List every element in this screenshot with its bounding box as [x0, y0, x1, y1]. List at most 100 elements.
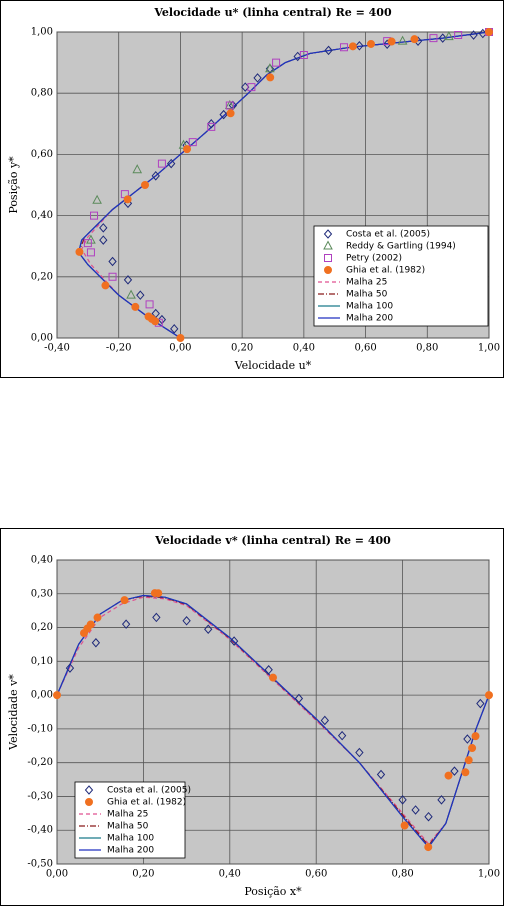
- y-tick-label: -0,50: [27, 859, 53, 870]
- legend-label: Costa et al. (2005): [346, 230, 430, 240]
- chart-title: Velocidade u* (linha central) Re = 400: [153, 6, 392, 19]
- marker: [454, 31, 463, 40]
- marker: [167, 158, 176, 169]
- marker: [253, 73, 262, 83]
- marker: [126, 289, 136, 299]
- marker: [92, 194, 102, 204]
- marker: [320, 715, 330, 726]
- x-tick-label: 0,00: [46, 869, 68, 880]
- marker: [485, 691, 493, 700]
- marker: [410, 35, 419, 44]
- marker: [387, 37, 396, 46]
- legend-label: Malha 25: [346, 278, 387, 288]
- y-axis-label: Posição y*: [7, 156, 20, 214]
- marker: [366, 39, 375, 48]
- marker: [176, 334, 185, 342]
- marker: [469, 30, 478, 40]
- marker: [424, 843, 433, 852]
- legend-label: Malha 200: [346, 314, 393, 324]
- marker: [355, 41, 364, 51]
- legend-marker: [323, 229, 333, 239]
- y-tick-label: 0,30: [31, 588, 53, 599]
- legend-label: Malha 25: [107, 810, 148, 820]
- legend-label: Malha 100: [107, 834, 154, 844]
- marker: [80, 629, 88, 638]
- series-line: [77, 31, 490, 339]
- y-tick-label: -0,10: [27, 723, 53, 734]
- legend-label: Malha 50: [107, 822, 149, 832]
- y-tick-label: 0,40: [31, 555, 53, 566]
- marker: [376, 769, 386, 780]
- marker: [437, 795, 446, 805]
- y-tick-label: 0,20: [31, 622, 53, 633]
- marker: [53, 691, 61, 700]
- marker: [450, 766, 459, 776]
- marker: [83, 239, 92, 248]
- legend-label: Petry (2002): [346, 254, 402, 264]
- legend-label: Malha 50: [346, 290, 388, 300]
- marker: [188, 138, 197, 147]
- x-tick-label: 0,00: [169, 343, 191, 354]
- marker: [398, 795, 407, 805]
- x-tick-label: -0,40: [44, 343, 70, 354]
- legend-label: Reddy & Gartling (1994): [346, 242, 456, 252]
- marker: [157, 159, 166, 168]
- marker: [355, 747, 364, 758]
- legend-marker: [324, 266, 332, 274]
- marker: [400, 821, 409, 830]
- marker: [397, 35, 408, 45]
- marker: [132, 164, 143, 174]
- marker: [108, 272, 117, 281]
- marker: [141, 181, 150, 189]
- marker: [219, 109, 228, 120]
- x-tick-label: 0,40: [293, 343, 315, 354]
- legend-marker: [84, 785, 94, 795]
- marker: [444, 31, 454, 41]
- x-axis-label: Velocidade u*: [234, 359, 312, 372]
- x-tick-label: 0,60: [305, 869, 327, 880]
- marker: [444, 771, 453, 780]
- marker: [229, 636, 239, 646]
- marker: [438, 33, 447, 43]
- marker: [99, 223, 108, 233]
- marker: [324, 45, 333, 56]
- y-tick-label: 1,00: [31, 27, 53, 38]
- legend-box: [74, 781, 186, 859]
- y-tick-label: -0,20: [27, 757, 53, 768]
- marker: [131, 302, 140, 311]
- chart-title: Velocidade v* (linha central) Re = 400: [154, 534, 391, 547]
- marker: [476, 698, 485, 709]
- marker: [204, 624, 213, 635]
- x-tick-label: 1,00: [478, 869, 500, 880]
- marker: [272, 58, 281, 67]
- marker: [108, 256, 117, 267]
- marker: [91, 637, 101, 648]
- marker: [266, 73, 275, 82]
- x-tick-label: 0,20: [132, 869, 154, 880]
- legend-label: Ghia et al. (1982): [346, 266, 425, 276]
- marker: [123, 275, 133, 285]
- legend-label: Malha 100: [346, 302, 393, 312]
- marker: [90, 211, 99, 220]
- marker: [170, 324, 179, 334]
- legend-label: Ghia et al. (1982): [107, 798, 186, 808]
- x-tick-label: -0,20: [106, 343, 132, 354]
- marker: [247, 83, 256, 92]
- marker: [424, 811, 433, 822]
- marker: [339, 43, 348, 52]
- marker: [225, 101, 234, 110]
- marker: [182, 616, 191, 626]
- marker: [75, 247, 84, 256]
- y-tick-label: 0,40: [31, 210, 53, 221]
- x-tick-label: 0,20: [231, 343, 253, 354]
- marker: [123, 195, 132, 204]
- marker: [464, 756, 473, 765]
- y-tick-label: 0,80: [31, 88, 53, 99]
- legend-label: Malha 200: [107, 846, 154, 856]
- legend-box: [313, 225, 489, 327]
- x-tick-label: 0,60: [354, 343, 376, 354]
- marker: [299, 50, 308, 59]
- marker: [120, 596, 129, 605]
- marker: [136, 290, 145, 300]
